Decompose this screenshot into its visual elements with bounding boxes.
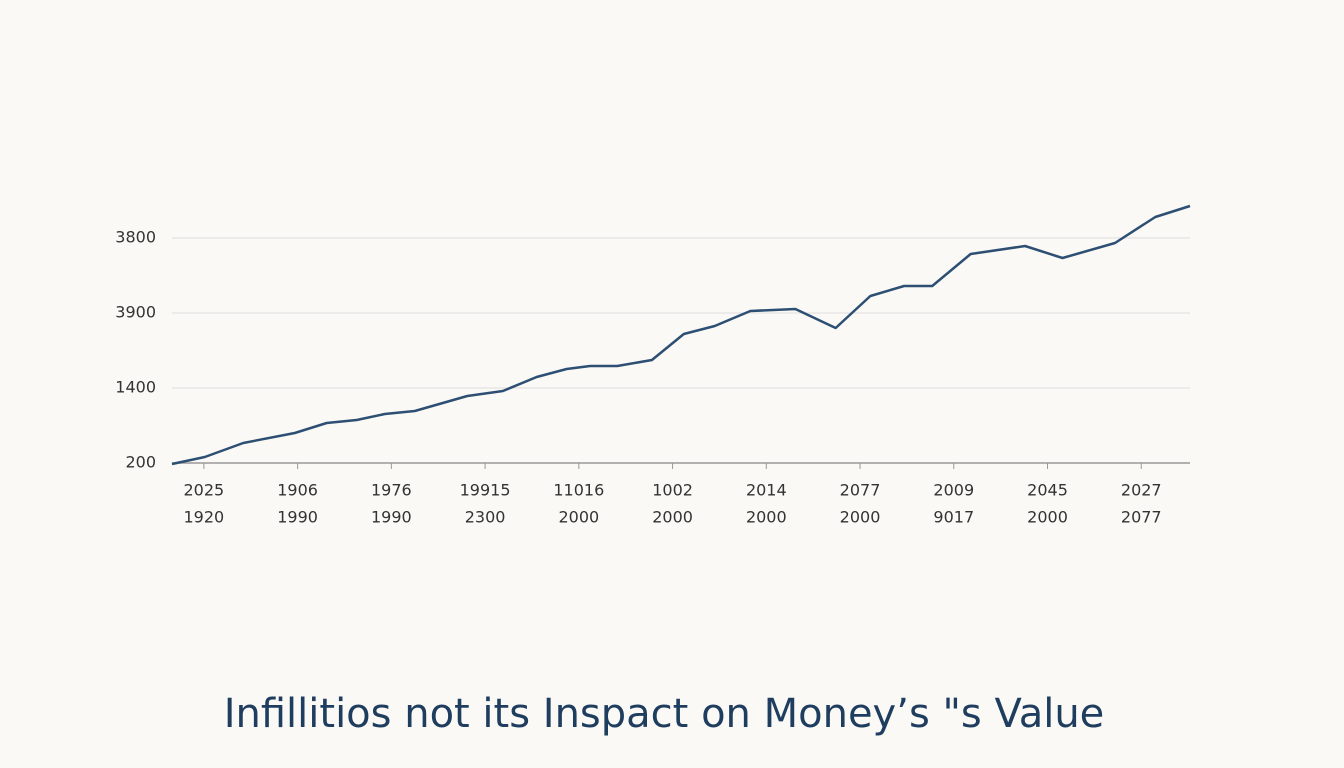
x-tick-label: 1002 — [652, 481, 693, 500]
x-tick-label: 2027 — [1121, 481, 1162, 500]
y-tick-label: 3900 — [115, 303, 156, 322]
y-tick-label: 200 — [125, 453, 156, 472]
x-tick-label: 2000 — [652, 508, 693, 527]
x-tick-label: 2045 — [1027, 481, 1068, 500]
x-tick-label: 9017 — [933, 508, 974, 527]
x-tick-label: 2077 — [840, 481, 881, 500]
chart-title: Infillitios not its Inspact on Money’s "… — [224, 691, 1105, 737]
x-tick-label: 2000 — [1027, 508, 1068, 527]
x-tick-label: 2077 — [1121, 508, 1162, 527]
y-tick-label: 3800 — [115, 228, 156, 247]
x-tick-label: 2009 — [933, 481, 974, 500]
x-tick-label: 1906 — [277, 481, 318, 500]
x-tick-label: 2000 — [746, 508, 787, 527]
x-tick-label: 1976 — [371, 481, 412, 500]
x-tick-label: 1990 — [277, 508, 318, 527]
x-tick-label: 2014 — [746, 481, 787, 500]
x-tick-label: 1920 — [184, 508, 225, 527]
y-tick-label: 1400 — [115, 378, 156, 397]
x-tick-label: 2300 — [465, 508, 506, 527]
x-tick-label: 2000 — [558, 508, 599, 527]
x-tick-label: 19915 — [460, 481, 511, 500]
data-line — [171, 204, 1191, 466]
x-tick-label: 1990 — [371, 508, 412, 527]
x-tick-label: 11016 — [553, 481, 604, 500]
x-tick-label: 2025 — [184, 481, 225, 500]
x-tick-label: 2000 — [840, 508, 881, 527]
